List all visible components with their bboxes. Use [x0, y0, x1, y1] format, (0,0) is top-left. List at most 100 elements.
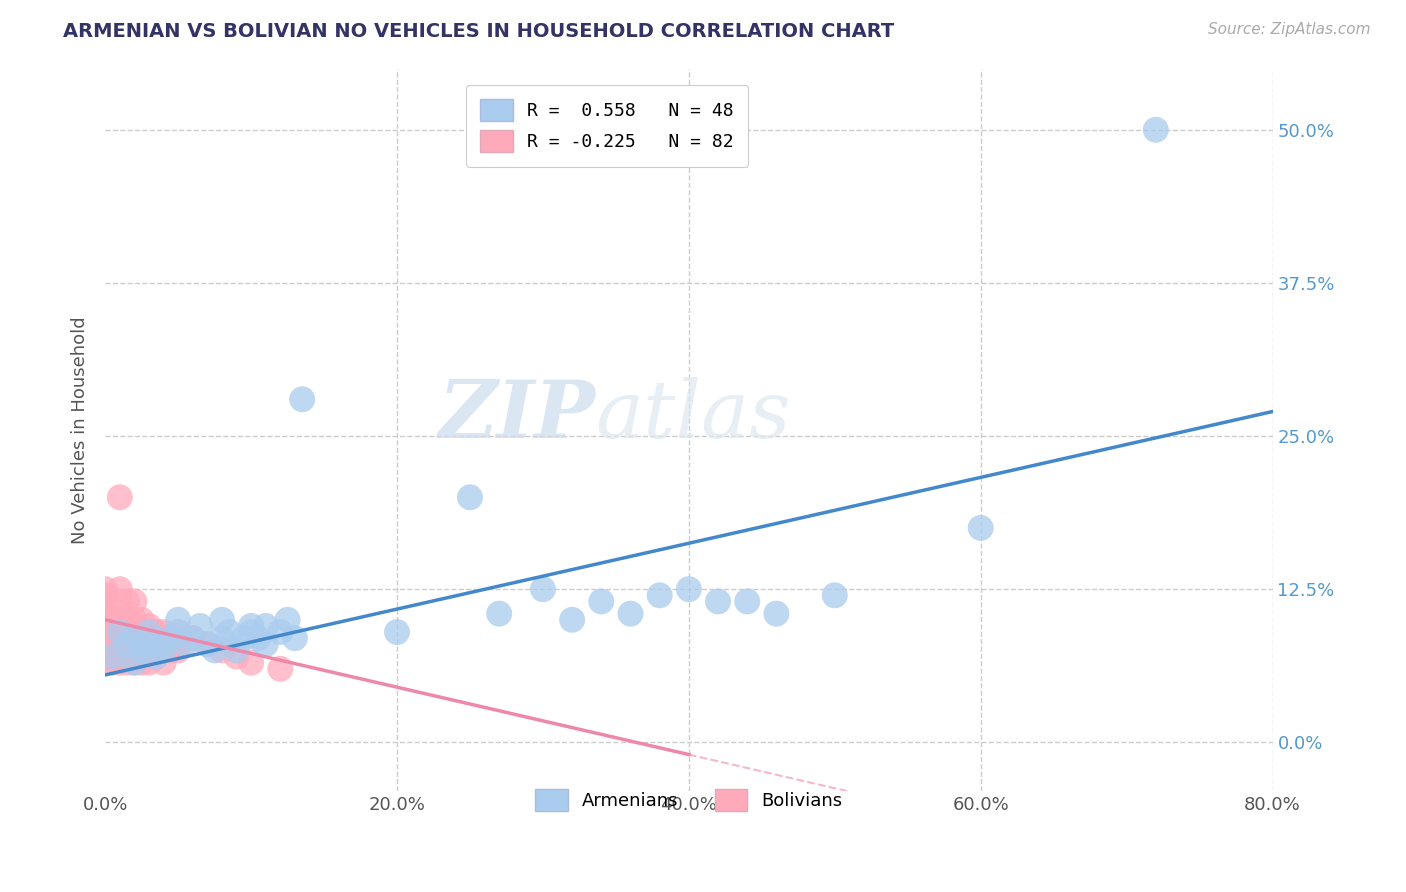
Point [145, 631, 167, 645]
Point [254, 637, 277, 651]
Point [167, 613, 190, 627]
Text: ZIP: ZIP [439, 376, 596, 454]
Point [152, 643, 174, 657]
Point [385, 625, 408, 640]
Point [145, 643, 167, 657]
Point [218, 625, 240, 640]
Point [115, 656, 138, 670]
Point [108, 582, 131, 596]
Point [101, 625, 124, 640]
Point [124, 619, 146, 633]
Point [174, 637, 197, 651]
Point [124, 637, 146, 651]
Point [181, 631, 204, 645]
Point [115, 619, 138, 633]
Point [269, 625, 291, 640]
Point [488, 607, 510, 621]
Y-axis label: No Vehicles in Household: No Vehicles in Household [72, 316, 89, 544]
Point [108, 594, 131, 608]
Point [108, 625, 131, 640]
Point [108, 619, 131, 633]
Point [160, 643, 183, 657]
Point [101, 649, 124, 664]
Point [531, 582, 554, 596]
Point [211, 631, 233, 645]
Point [152, 656, 174, 670]
Point [108, 649, 131, 664]
Point [152, 637, 174, 651]
Point [115, 631, 138, 645]
Point [124, 631, 146, 645]
Point [152, 631, 174, 645]
Point [124, 643, 146, 657]
Point [160, 637, 183, 651]
Point [94, 588, 117, 602]
Point [108, 625, 131, 640]
Point [115, 594, 138, 608]
Point [101, 656, 124, 670]
Point [145, 649, 167, 664]
Point [124, 594, 146, 608]
Point [707, 594, 730, 608]
Point [152, 643, 174, 657]
Point [269, 662, 291, 676]
Point [124, 625, 146, 640]
Point [678, 582, 700, 596]
Point [619, 607, 641, 621]
Point [138, 656, 160, 670]
Point [167, 625, 190, 640]
Text: atlas: atlas [596, 376, 790, 454]
Point [648, 588, 671, 602]
Point [167, 643, 190, 657]
Point [108, 490, 131, 504]
Point [101, 631, 124, 645]
Point [94, 613, 117, 627]
Point [101, 637, 124, 651]
Point [115, 637, 138, 651]
Point [124, 656, 146, 670]
Point [94, 619, 117, 633]
Point [561, 613, 583, 627]
Point [94, 631, 117, 645]
Point [108, 631, 131, 645]
Point [735, 594, 758, 608]
Point [94, 643, 117, 657]
Point [824, 588, 846, 602]
Point [232, 631, 254, 645]
Point [145, 625, 167, 640]
Point [115, 643, 138, 657]
Point [765, 607, 787, 621]
Point [225, 643, 247, 657]
Text: ARMENIAN VS BOLIVIAN NO VEHICLES IN HOUSEHOLD CORRELATION CHART: ARMENIAN VS BOLIVIAN NO VEHICLES IN HOUS… [63, 22, 894, 41]
Point [124, 656, 146, 670]
Point [1144, 122, 1167, 136]
Point [94, 625, 117, 640]
Point [211, 643, 233, 657]
Point [284, 631, 307, 645]
Text: Source: ZipAtlas.com: Source: ZipAtlas.com [1208, 22, 1371, 37]
Point [101, 649, 124, 664]
Point [160, 631, 183, 645]
Point [131, 631, 153, 645]
Point [138, 631, 160, 645]
Point [108, 613, 131, 627]
Point [131, 643, 153, 657]
Point [138, 619, 160, 633]
Point [145, 637, 167, 651]
Point [115, 613, 138, 627]
Point [970, 521, 993, 535]
Point [101, 619, 124, 633]
Point [188, 619, 211, 633]
Point [124, 613, 146, 627]
Point [108, 643, 131, 657]
Legend: Armenians, Bolivians: Armenians, Bolivians [520, 775, 858, 826]
Point [94, 656, 117, 670]
Point [94, 594, 117, 608]
Point [138, 637, 160, 651]
Point [115, 625, 138, 640]
Point [94, 637, 117, 651]
Point [138, 643, 160, 657]
Point [138, 625, 160, 640]
Point [152, 637, 174, 651]
Point [167, 625, 190, 640]
